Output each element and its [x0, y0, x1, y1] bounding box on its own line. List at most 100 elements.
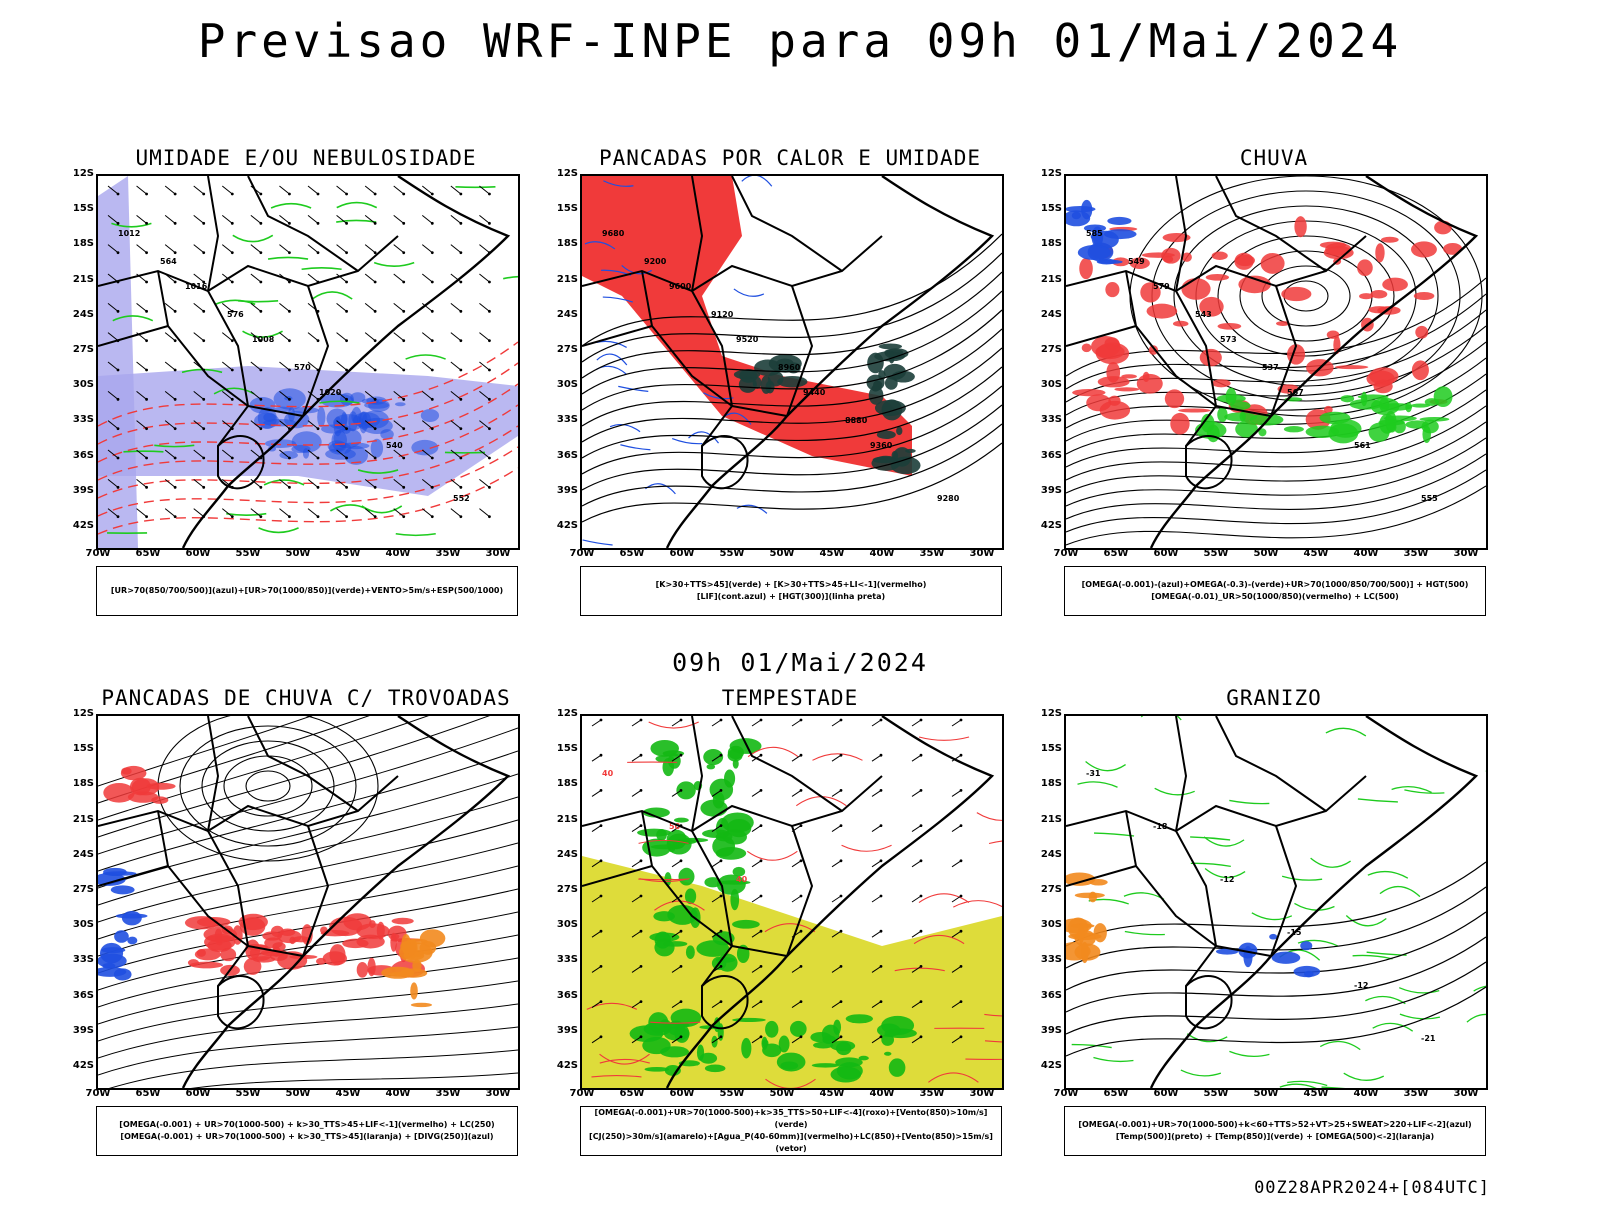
wind-vector-head: [374, 427, 377, 430]
thunderstorm-orange-area: [410, 982, 418, 999]
wind-vector: [165, 362, 175, 370]
wind850-area: [664, 1027, 690, 1041]
wind-vector-head: [459, 398, 462, 401]
humidity-low-contour: [271, 204, 311, 208]
wind-vector-head: [459, 339, 462, 342]
state-border: [732, 176, 842, 271]
lc850-contour: [796, 797, 846, 806]
contour-label: -31: [1086, 769, 1101, 778]
thunderstorm-orange-area: [401, 934, 410, 955]
wind-vector-head: [431, 369, 434, 372]
wind-vector: [872, 720, 881, 726]
wind-vector-head: [231, 457, 234, 460]
wind-vector: [365, 333, 375, 341]
k-tts-li-area: [582, 176, 912, 476]
wind-vector: [872, 790, 881, 796]
wind-vector: [632, 720, 641, 726]
wind-vector: [422, 245, 432, 253]
legend-line-1: [K>30+TTS>45](verde) + [K>30+TTS>45+LI<-…: [581, 579, 1001, 591]
temp500-contour: [1066, 987, 1486, 1056]
wind850-area: [765, 1021, 778, 1038]
wind-vector-head: [431, 486, 434, 489]
wind-vector-head: [920, 930, 923, 933]
wind850-area: [676, 781, 695, 799]
wind-vector-head: [640, 1000, 643, 1003]
wind-vector: [752, 896, 761, 902]
lat-tick-label: 39S: [550, 1025, 578, 1036]
lif-contour: [742, 176, 772, 186]
rain-area: [1415, 326, 1428, 339]
panel-title: PANCADAS DE CHUVA C/ TROVOADAS: [66, 686, 546, 710]
wind-vector-head: [640, 895, 643, 898]
k-tts-area: [905, 449, 916, 453]
thunderstorm-orange-area: [411, 1003, 432, 1007]
lat-tick-label: 36S: [1034, 990, 1062, 1001]
wind-vector-head: [800, 789, 803, 792]
wind-vector: [308, 186, 318, 194]
lat-tick-label: 30S: [1034, 379, 1062, 390]
lat-tick-label: 42S: [550, 1060, 578, 1071]
lat-tick-label: 21S: [1034, 814, 1062, 825]
lat-tick-label: 33S: [550, 954, 578, 965]
wind-vector: [308, 333, 318, 341]
wind-vector-head: [345, 310, 348, 313]
humidity-low-contour: [503, 277, 518, 279]
thunderstorm-red-area: [392, 918, 414, 925]
wind-vector-head: [231, 515, 234, 518]
wind-vector-head: [345, 515, 348, 518]
lat-tick-label: 12S: [66, 168, 94, 179]
wind-vector-head: [117, 222, 120, 225]
rain-area: [1206, 274, 1229, 281]
wind-vector-head: [680, 754, 683, 757]
wind-vector-head: [402, 193, 405, 196]
wind-vector-head: [345, 222, 348, 225]
rain-area: [1161, 248, 1180, 264]
wind-vector-head: [720, 859, 723, 862]
rain-area: [1411, 241, 1437, 257]
wind-vector-head: [720, 719, 723, 722]
wind850-area: [779, 1036, 790, 1053]
rain-area: [1261, 253, 1285, 274]
wind-vector: [194, 215, 204, 223]
wind-vector-head: [880, 754, 883, 757]
contour-label: 9200: [644, 257, 667, 266]
wind-vector: [137, 362, 147, 370]
lon-tick-label: 65W: [1098, 548, 1134, 559]
wind-vector: [451, 303, 461, 311]
temp850-contour: [1365, 997, 1405, 1004]
wind-vector: [451, 215, 461, 223]
wind-vector-head: [880, 719, 883, 722]
wind-vector: [422, 362, 432, 370]
lat-tick-label: 15S: [1034, 203, 1062, 214]
lat-tick-label: 42S: [1034, 520, 1062, 531]
wind-vector: [251, 274, 261, 282]
lon-tick-label: 30W: [964, 1088, 1000, 1099]
wind-vector-head: [600, 824, 603, 827]
wind-vector: [872, 826, 881, 832]
wind-vector: [137, 509, 147, 517]
contour-label: 8960: [778, 363, 801, 372]
rain-area: [1359, 293, 1373, 299]
wind-vector: [337, 362, 347, 370]
state-border: [1216, 716, 1326, 811]
wind-vector-head: [920, 754, 923, 757]
thunderstorm-red-area: [121, 767, 132, 774]
map-canvas: -31-18-12-15-12-21: [1066, 716, 1486, 1088]
wind-vector-head: [459, 427, 462, 430]
wind-vector: [912, 861, 921, 867]
rain-area: [1212, 251, 1228, 260]
legend-line-1: [OMEGA(-0.001)-(azul)+OMEGA(-0.3)-(verde…: [1065, 579, 1485, 591]
rain-area: [1100, 401, 1130, 420]
omega-green-area: [1405, 402, 1412, 412]
wind-vector-head: [880, 824, 883, 827]
wind-vector: [394, 245, 404, 253]
wind-vector-head: [640, 965, 643, 968]
panel-legend: [OMEGA(-0.001)-(azul)+OMEGA(-0.3)-(verde…: [1064, 566, 1486, 616]
wind-vector-head: [431, 222, 434, 225]
wind850-area: [716, 832, 733, 841]
lc850-contour: [977, 813, 1002, 821]
contour-label: -21: [1421, 1034, 1436, 1043]
wind-vector-head: [920, 965, 923, 968]
panel-title: TEMPESTADE: [550, 686, 1030, 710]
